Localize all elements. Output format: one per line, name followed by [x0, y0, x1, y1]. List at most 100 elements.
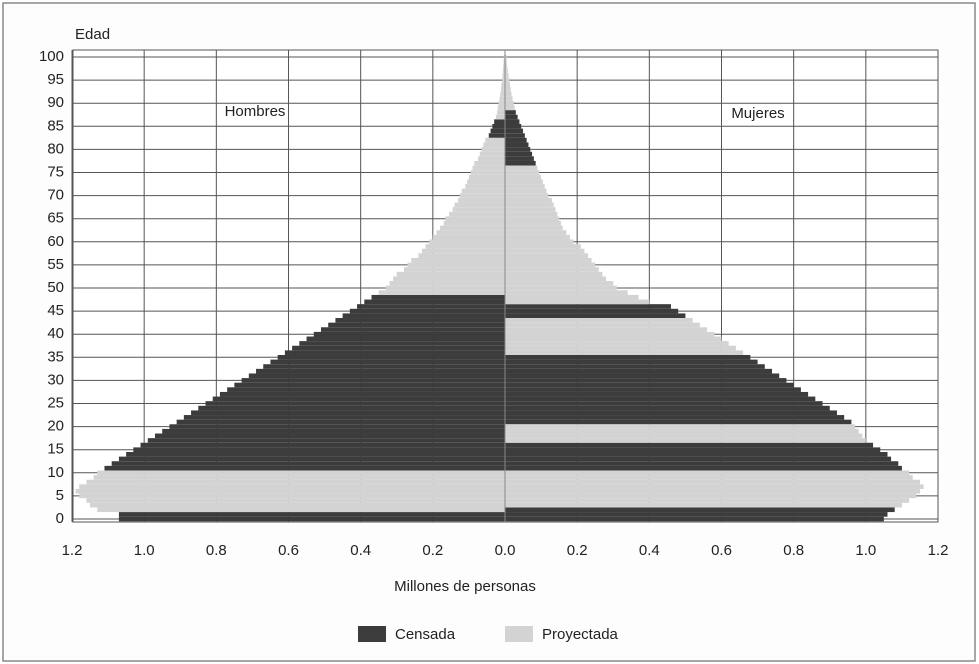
- bar: [505, 447, 881, 453]
- bar: [459, 193, 505, 198]
- bar: [465, 184, 505, 189]
- bar: [497, 110, 505, 115]
- bar: [104, 465, 505, 471]
- bar: [458, 197, 505, 203]
- bar: [248, 373, 505, 379]
- x-axis-title: Millones de personas: [394, 578, 536, 595]
- bar: [505, 91, 512, 97]
- bar: [505, 133, 525, 138]
- bar: [505, 401, 823, 406]
- bar: [505, 299, 650, 305]
- annotation: Hombres: [225, 103, 286, 120]
- bar: [505, 512, 888, 517]
- y-tick-label: 40: [47, 325, 64, 342]
- bar: [505, 239, 574, 245]
- bar: [505, 267, 599, 272]
- bar: [488, 133, 505, 138]
- bar: [140, 442, 505, 448]
- bar: [505, 488, 920, 494]
- bar: [505, 285, 617, 291]
- bar: [503, 54, 505, 60]
- bar: [505, 378, 787, 383]
- bar: [505, 207, 556, 212]
- bar: [396, 271, 505, 277]
- x-tick-label: 1.2: [62, 542, 83, 559]
- y-tick-label: 0: [56, 510, 64, 527]
- bar: [90, 502, 506, 508]
- bar: [436, 230, 505, 235]
- bar: [505, 373, 780, 379]
- bar: [234, 382, 505, 388]
- bar: [75, 488, 505, 494]
- y-tick-label: 55: [47, 256, 64, 273]
- x-tick-label: 0.4: [639, 542, 660, 559]
- bar: [422, 248, 505, 254]
- bar: [147, 438, 505, 443]
- bar: [505, 364, 765, 369]
- bar: [378, 290, 505, 295]
- bar: [505, 290, 628, 295]
- y-tick-label: 85: [47, 117, 64, 134]
- bar: [162, 428, 506, 434]
- bar: [505, 156, 534, 161]
- bar: [364, 299, 505, 305]
- bar: [320, 327, 505, 332]
- bar: [176, 419, 505, 425]
- bar: [299, 341, 505, 346]
- x-tick-label: 1.0: [134, 542, 155, 559]
- bar: [454, 202, 505, 208]
- bar: [505, 230, 567, 235]
- bar: [505, 100, 514, 106]
- bar: [474, 160, 505, 166]
- legend-label: Censada: [395, 626, 456, 643]
- bar: [502, 68, 505, 74]
- bar: [479, 151, 505, 157]
- bar: [505, 174, 542, 180]
- y-axis-title: Edad: [75, 26, 110, 43]
- bar: [505, 179, 543, 185]
- bar: [505, 341, 729, 346]
- bar: [292, 345, 505, 351]
- bar: [505, 221, 561, 226]
- bar: [371, 294, 505, 300]
- x-tick-label: 0.8: [206, 542, 227, 559]
- bar: [505, 498, 910, 503]
- bar: [505, 216, 560, 222]
- bar: [277, 354, 505, 360]
- bar: [212, 396, 505, 402]
- bar: [403, 267, 505, 272]
- bar: [357, 304, 505, 309]
- bar: [481, 147, 505, 152]
- y-tick-label: 100: [39, 48, 64, 65]
- bar: [505, 387, 801, 392]
- bar: [505, 211, 558, 217]
- bar: [505, 244, 581, 249]
- bar: [505, 470, 910, 476]
- bar: [349, 308, 505, 314]
- bar: [393, 276, 505, 282]
- bar: [505, 322, 700, 328]
- bar: [505, 271, 603, 277]
- bar: [505, 281, 614, 286]
- x-tick-label: 1.2: [928, 542, 949, 559]
- legend-swatch: [505, 626, 533, 642]
- bar: [505, 234, 570, 240]
- bar: [126, 452, 505, 457]
- bar: [505, 318, 693, 323]
- bar: [505, 415, 845, 420]
- bar: [505, 257, 592, 263]
- bar: [505, 193, 549, 198]
- bar: [505, 452, 888, 457]
- bar: [505, 424, 856, 429]
- bar: [407, 262, 505, 268]
- bar: [495, 114, 505, 120]
- bar: [93, 475, 506, 480]
- legend-swatch: [358, 626, 386, 642]
- bar: [505, 516, 884, 522]
- bar: [227, 387, 506, 392]
- y-tick-label: 5: [56, 487, 64, 504]
- bar: [505, 54, 507, 60]
- bar: [505, 396, 816, 402]
- bar: [86, 479, 505, 485]
